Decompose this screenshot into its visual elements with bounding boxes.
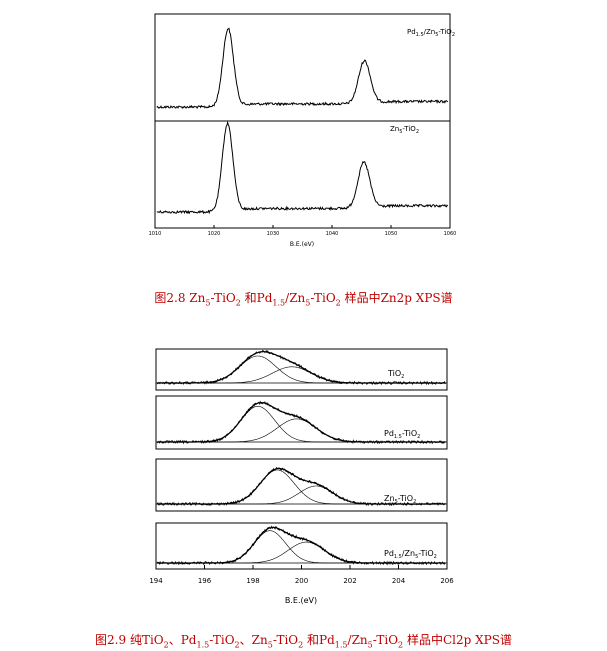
zn2p-x-axis-label: B.E.(eV) — [290, 241, 314, 248]
cl2p-panel-frame — [155, 458, 448, 512]
cl2p-x-tick-label: 200 — [295, 577, 308, 585]
cl2p-raw-spectrum — [156, 400, 446, 445]
figure-2-8-caption: 图2.8 Zn5-TiO2 和Pd1.5/Zn5-TiO2 样品中Zn2p XP… — [154, 291, 453, 308]
cl2p-panel4-label: Pd1.5/Zn5-TiO2 — [384, 549, 437, 560]
zn2p-x-tick-label: 1020 — [208, 231, 221, 237]
cl2p-panel3-label: Zn5-TiO2 — [384, 494, 416, 505]
cl2p-panel-frame — [155, 395, 448, 450]
zn2p-x-tick-label: 1040 — [326, 231, 339, 237]
cl2p-panel1-label: TiO2 — [387, 369, 404, 380]
zn2p-x-tick-label: 1050 — [385, 231, 398, 237]
cl2p-raw-spectrum — [156, 467, 446, 507]
figure-2-9-caption: 图2.9 纯TiO2、Pd1.5-TiO2、Zn5-TiO2 和Pd1.5/Zn… — [95, 633, 512, 650]
zn2p-x-tick-label: 1030 — [267, 231, 280, 237]
cl2p-panel2-label: Pd1.5-TiO2 — [384, 429, 420, 440]
cl2p-panel-frame — [155, 348, 448, 391]
zn2p-panel2-label: Zn5-TiO2 — [390, 125, 419, 135]
cl2p-raw-spectrum — [156, 349, 446, 386]
cl2p-x-tick-label: 196 — [198, 577, 212, 585]
cl2p-x-axis-label: B.E.(eV) — [285, 596, 317, 605]
zn2p-xps-figure: 1010 1020 1030 1040 1050 1060 Pd1.5/Zn5-TiO2 … — [149, 13, 457, 248]
cl2p-raw-spectrum — [157, 525, 446, 566]
cl2p-xps-figure: 194 196 198 200 202 204 206 TiO2 Pd1.5-TiO2 Zn… — [149, 348, 454, 605]
zn2p-x-tick-label: 1060 — [444, 231, 457, 237]
cl2p-x-tick-label: 198 — [246, 577, 259, 585]
cl2p-x-tick-label: 194 — [149, 577, 163, 585]
zn2p-x-tick-label: 1010 — [149, 231, 162, 237]
cl2p-x-tick-label: 202 — [343, 577, 356, 585]
cl2p-x-tick-label: 204 — [392, 577, 406, 585]
zn2p-panel1-label: Pd1.5/Zn5-TiO2 — [407, 28, 455, 38]
cl2p-x-tick-label: 206 — [440, 577, 454, 585]
cl2p-component-1 — [157, 530, 446, 564]
zn2p-spectrum-line — [156, 27, 449, 110]
zn2p-spectrum-line — [156, 120, 449, 215]
